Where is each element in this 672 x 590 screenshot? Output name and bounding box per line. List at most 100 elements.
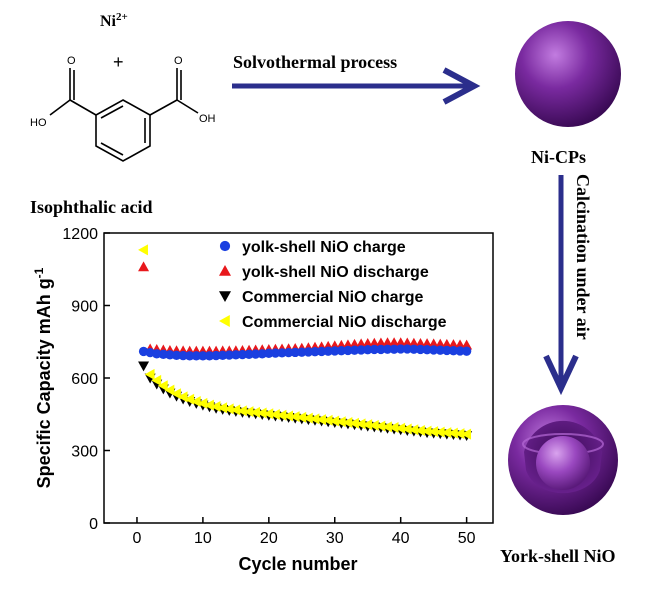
legend-marker bbox=[219, 315, 230, 327]
data-point bbox=[415, 344, 426, 355]
legend-label: Commercial NiO discharge bbox=[242, 314, 447, 331]
data-point bbox=[218, 350, 228, 360]
data-point bbox=[322, 414, 333, 426]
y-axis: 0 300 600 900 1200 bbox=[62, 226, 110, 533]
data-point bbox=[395, 422, 406, 434]
data-point bbox=[230, 404, 241, 416]
data-point bbox=[421, 425, 432, 437]
x-tick-label: 50 bbox=[458, 530, 476, 547]
y-tick-label: 1200 bbox=[62, 226, 98, 243]
data-point bbox=[362, 419, 373, 431]
molecule-name: Isophthalic acid bbox=[30, 197, 153, 217]
data-point bbox=[171, 350, 182, 360]
ni-ion-label: Ni2+ bbox=[100, 11, 128, 30]
series-0 bbox=[138, 344, 472, 361]
x-axis-label: Cycle number bbox=[238, 554, 357, 574]
data-point bbox=[276, 409, 287, 421]
legend-label: Commercial NiO charge bbox=[242, 289, 424, 306]
x-tick-label: 30 bbox=[326, 530, 344, 547]
data-point bbox=[289, 411, 300, 423]
capacity-chart: 0 300 600 900 1200 0 10 20 30 40 50 yolk-shell Ni… bbox=[32, 226, 494, 574]
data-point bbox=[401, 423, 412, 435]
right-carbonyl-o-label: O bbox=[174, 55, 183, 67]
data-point bbox=[237, 349, 248, 360]
data-point bbox=[447, 427, 458, 439]
data-point bbox=[277, 348, 287, 358]
data-point bbox=[283, 410, 294, 422]
data-point bbox=[342, 416, 353, 428]
legend-marker bbox=[219, 240, 231, 252]
ni-cps-sphere bbox=[515, 21, 621, 127]
data-point bbox=[144, 368, 155, 380]
data-point bbox=[455, 346, 465, 356]
ho-label: HO bbox=[30, 117, 47, 129]
data-point bbox=[217, 402, 228, 414]
data-point bbox=[396, 344, 406, 354]
legend-marker bbox=[219, 265, 231, 276]
data-point bbox=[210, 401, 221, 413]
data-point bbox=[190, 395, 201, 407]
data-point bbox=[349, 417, 359, 429]
data-point bbox=[448, 346, 459, 356]
data-point bbox=[203, 399, 214, 411]
data-point bbox=[428, 345, 439, 355]
data-point bbox=[336, 346, 347, 356]
y-tick-label: 0 bbox=[89, 516, 98, 533]
data-point bbox=[224, 350, 234, 360]
data-point bbox=[198, 351, 208, 361]
data-point bbox=[349, 345, 360, 355]
solvothermal-arrow bbox=[232, 67, 481, 105]
data-point bbox=[157, 380, 168, 392]
data-point bbox=[434, 426, 445, 438]
data-point bbox=[264, 348, 274, 359]
data-point bbox=[250, 406, 261, 418]
data-point bbox=[409, 344, 419, 354]
data-point bbox=[290, 347, 300, 358]
left-carbonyl-o-label: O bbox=[67, 55, 76, 67]
data-point bbox=[283, 347, 294, 358]
data-point bbox=[164, 384, 175, 396]
data-point bbox=[329, 415, 340, 427]
data-point bbox=[244, 349, 254, 359]
data-point bbox=[178, 350, 188, 361]
data-point bbox=[369, 344, 379, 355]
data-point bbox=[243, 406, 254, 418]
data-point bbox=[303, 347, 314, 357]
data-point bbox=[435, 345, 445, 355]
x-tick-label: 10 bbox=[194, 530, 212, 547]
intermediate-label: Ni-CPs bbox=[531, 147, 586, 167]
data-point bbox=[138, 361, 150, 372]
data-point bbox=[441, 427, 452, 439]
data-point bbox=[269, 408, 280, 420]
data-point bbox=[204, 351, 215, 361]
data-point bbox=[363, 345, 373, 355]
data-point bbox=[375, 420, 386, 432]
data-point bbox=[382, 421, 392, 433]
isophthalic-acid-structure bbox=[49, 68, 199, 162]
data-point bbox=[310, 346, 320, 357]
data-point bbox=[376, 344, 386, 355]
x-axis: 0 10 20 30 40 50 bbox=[133, 517, 476, 547]
data-point bbox=[454, 428, 465, 440]
data-point bbox=[330, 346, 340, 356]
data-point bbox=[343, 345, 353, 356]
legend-marker bbox=[219, 291, 231, 302]
y-tick-label: 900 bbox=[71, 299, 98, 316]
step2-label: Calcination under air bbox=[573, 174, 593, 340]
x-tick-label: 0 bbox=[133, 530, 142, 547]
data-point bbox=[389, 344, 399, 354]
x-tick-label: 40 bbox=[392, 530, 410, 547]
step1-label: Solvothermal process bbox=[233, 52, 397, 72]
product-label: York-shell NiO bbox=[500, 546, 616, 566]
legend-label: yolk-shell NiO discharge bbox=[242, 264, 429, 281]
x-tick-label: 20 bbox=[260, 530, 278, 547]
data-point bbox=[138, 261, 150, 272]
data-point bbox=[316, 414, 326, 426]
oh-label: OH bbox=[199, 113, 216, 125]
data-point bbox=[382, 344, 393, 354]
y-axis-label: Specific Capacity mAh g-1 bbox=[32, 267, 54, 488]
data-point bbox=[185, 351, 195, 361]
data-point bbox=[256, 407, 267, 419]
data-point bbox=[211, 350, 221, 361]
